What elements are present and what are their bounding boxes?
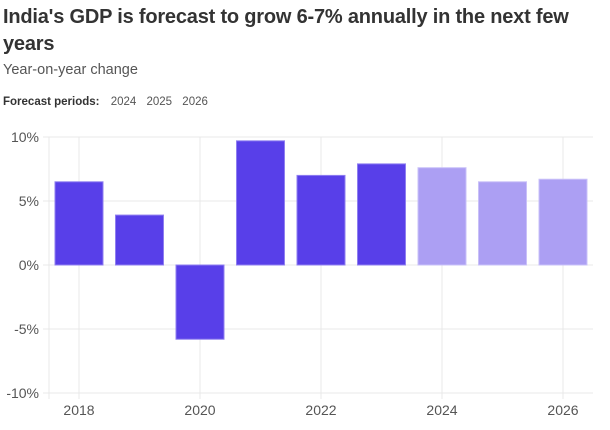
x-tick-label: 2020 bbox=[184, 402, 215, 418]
bar-2021[interactable] bbox=[236, 140, 285, 266]
bar-2022[interactable] bbox=[296, 174, 346, 266]
x-tick-label: 2026 bbox=[547, 402, 578, 418]
bar-2020[interactable] bbox=[175, 264, 225, 340]
y-tick-label: 10% bbox=[11, 129, 39, 145]
forecast-periods-label: Forecast periods: bbox=[3, 96, 100, 108]
bar-2023[interactable] bbox=[357, 163, 406, 266]
forecast-period-2025: 2025 bbox=[146, 96, 173, 108]
y-tick-label: 5% bbox=[19, 193, 39, 209]
forecast-periods-legend: Forecast periods: 2024 2025 2026 bbox=[3, 96, 215, 108]
y-tick-label: 0% bbox=[19, 257, 39, 273]
forecast-period-2024: 2024 bbox=[110, 96, 137, 108]
y-tick-label: -5% bbox=[14, 321, 39, 337]
x-tick-label: 2018 bbox=[63, 402, 94, 418]
x-tick-label: 2022 bbox=[305, 402, 336, 418]
y-axis: 10% 5% 0% -5% -10% bbox=[6, 129, 39, 401]
bar-2018[interactable] bbox=[54, 181, 104, 266]
forecast-period-2026: 2026 bbox=[182, 96, 208, 108]
bar-2019[interactable] bbox=[115, 214, 164, 266]
bar-2026[interactable] bbox=[538, 178, 588, 266]
bar-2025[interactable] bbox=[478, 181, 527, 266]
chart-title: India's GDP is forecast to grow 6-7% ann… bbox=[3, 6, 569, 55]
bar-2024[interactable] bbox=[417, 167, 467, 266]
x-tick-label: 2024 bbox=[426, 402, 457, 418]
bars bbox=[54, 140, 588, 340]
chart-subtitle: Year-on-year change bbox=[3, 62, 138, 78]
x-axis: 2018 2020 2022 2024 2026 bbox=[63, 402, 578, 418]
y-tick-label: -10% bbox=[6, 385, 39, 401]
